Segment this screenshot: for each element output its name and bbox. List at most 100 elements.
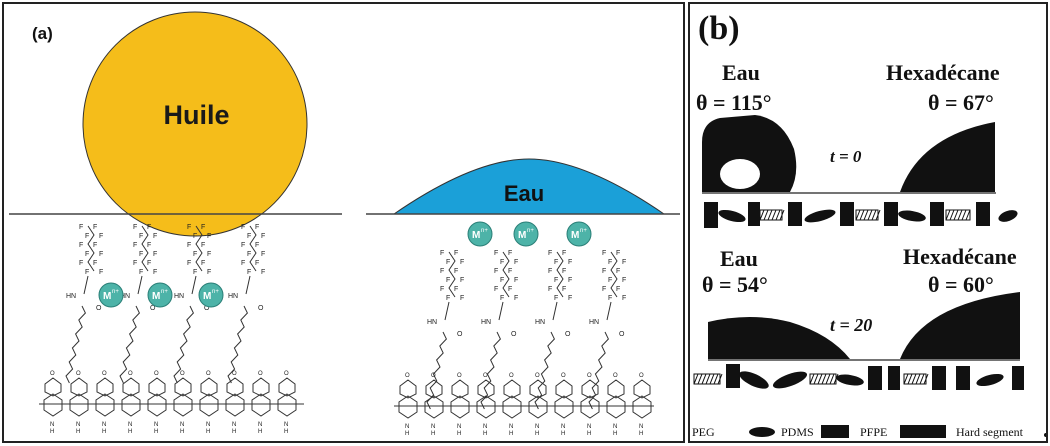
fluorine-atom: F <box>241 260 245 267</box>
amine-group: HN <box>120 293 130 300</box>
nitrogen-atom: N <box>639 424 643 430</box>
hatch-line <box>713 373 719 385</box>
hatch-line <box>961 209 967 221</box>
metal-charge: n+ <box>481 228 488 234</box>
ring <box>251 393 271 417</box>
fluoro-tail <box>141 225 149 272</box>
fluorine-atom: F <box>99 251 103 258</box>
oxygen-atom: O <box>284 371 289 377</box>
oxygen-atom: O <box>76 371 81 377</box>
hatch-line <box>693 373 699 385</box>
fluorine-atom: F <box>139 269 143 276</box>
hatch-line <box>945 209 951 221</box>
legend-hard-segment: Hard segment <box>956 425 1023 439</box>
hatch-line <box>875 209 881 221</box>
ring <box>121 393 141 417</box>
fluorine-atom: F <box>454 268 458 275</box>
metal-ion <box>467 221 493 247</box>
oxygen-atom: O <box>102 371 107 377</box>
oxygen-atom: O <box>150 305 156 312</box>
ring <box>69 393 89 417</box>
fluorine-atom: F <box>247 269 251 276</box>
fluorine-atom: F <box>602 250 606 257</box>
ring <box>632 395 652 419</box>
fluorine-atom: F <box>460 259 464 266</box>
time-t0: t = 0 <box>830 147 862 166</box>
fluorine-atom: F <box>201 242 205 249</box>
peg-segment <box>836 374 864 386</box>
fluorine-atom: F <box>508 268 512 275</box>
hatch-line <box>949 209 955 221</box>
top-right-liquid: Hexadécane <box>886 60 1000 85</box>
fluorine-atom: F <box>460 277 464 284</box>
metal-charge: n+ <box>161 289 168 295</box>
bond <box>245 275 251 295</box>
metal-symbol: M <box>152 291 160 302</box>
hydrogen-atom: H <box>128 429 132 435</box>
legend-peg-swatch <box>749 427 775 437</box>
ring <box>477 379 495 399</box>
oxygen-atom: O <box>561 373 566 379</box>
hatch-line <box>867 209 873 221</box>
hydrogen-atom: H <box>639 431 643 437</box>
ring <box>425 379 443 399</box>
bond <box>191 275 197 295</box>
hatch-line <box>863 209 869 221</box>
surface-segment <box>704 202 718 228</box>
ring <box>199 393 219 417</box>
fluorine-atom: F <box>133 224 137 231</box>
hydrogen-atom: H <box>206 429 210 435</box>
ring <box>476 395 496 419</box>
fluoro-tail <box>87 225 95 272</box>
oxygen-atom: O <box>613 373 618 379</box>
amine-group: HN <box>535 319 545 326</box>
fluorine-atom: F <box>568 259 572 266</box>
hatch-line <box>771 209 777 221</box>
fluorine-atom: F <box>85 269 89 276</box>
ring <box>633 379 651 399</box>
fluorine-atom: F <box>494 268 498 275</box>
alkyl-spacer <box>65 305 87 384</box>
hatch-line <box>911 373 917 385</box>
peg-segment <box>998 210 1018 222</box>
ring <box>148 377 166 397</box>
fluorine-atom: F <box>261 269 265 276</box>
nitrogen-atom: N <box>154 422 158 428</box>
alkyl-spacer <box>227 305 249 384</box>
surface-segment <box>976 202 990 226</box>
fluorine-atom: F <box>514 277 518 284</box>
oxygen-atom: O <box>206 371 211 377</box>
fluorine-atom: F <box>554 277 558 284</box>
hatch-line <box>871 209 877 221</box>
fluorine-atom: F <box>508 286 512 293</box>
fluorine-atom: F <box>133 260 137 267</box>
fluorine-atom: F <box>187 260 191 267</box>
peg-segment <box>718 209 746 223</box>
legend-pfpe-swatch <box>900 425 946 438</box>
ring <box>450 395 470 419</box>
ring <box>43 393 63 417</box>
hatch-line <box>705 373 711 385</box>
peg-segment <box>772 371 808 389</box>
ring <box>147 393 167 417</box>
fluorine-atom: F <box>193 269 197 276</box>
fluorine-atom: F <box>261 251 265 258</box>
fluorine-atom: F <box>446 259 450 266</box>
ring <box>278 377 296 397</box>
oxygen-atom: O <box>457 373 462 379</box>
amine-group: HN <box>589 319 599 326</box>
fluorine-atom: F <box>247 251 251 258</box>
top-left-liquid: Eau <box>722 60 760 85</box>
amine-group: HN <box>427 319 437 326</box>
oxygen-atom: O <box>180 371 185 377</box>
metal-charge: n+ <box>212 289 219 295</box>
fluorine-atom: F <box>548 286 552 293</box>
oxygen-atom: O <box>639 373 644 379</box>
nitrogen-atom: N <box>431 424 435 430</box>
nitrogen-atom: N <box>405 424 409 430</box>
hexadecane-droplet-t20 <box>900 292 1020 359</box>
hatch-line <box>817 373 823 385</box>
hydrogen-atom: H <box>102 429 106 435</box>
